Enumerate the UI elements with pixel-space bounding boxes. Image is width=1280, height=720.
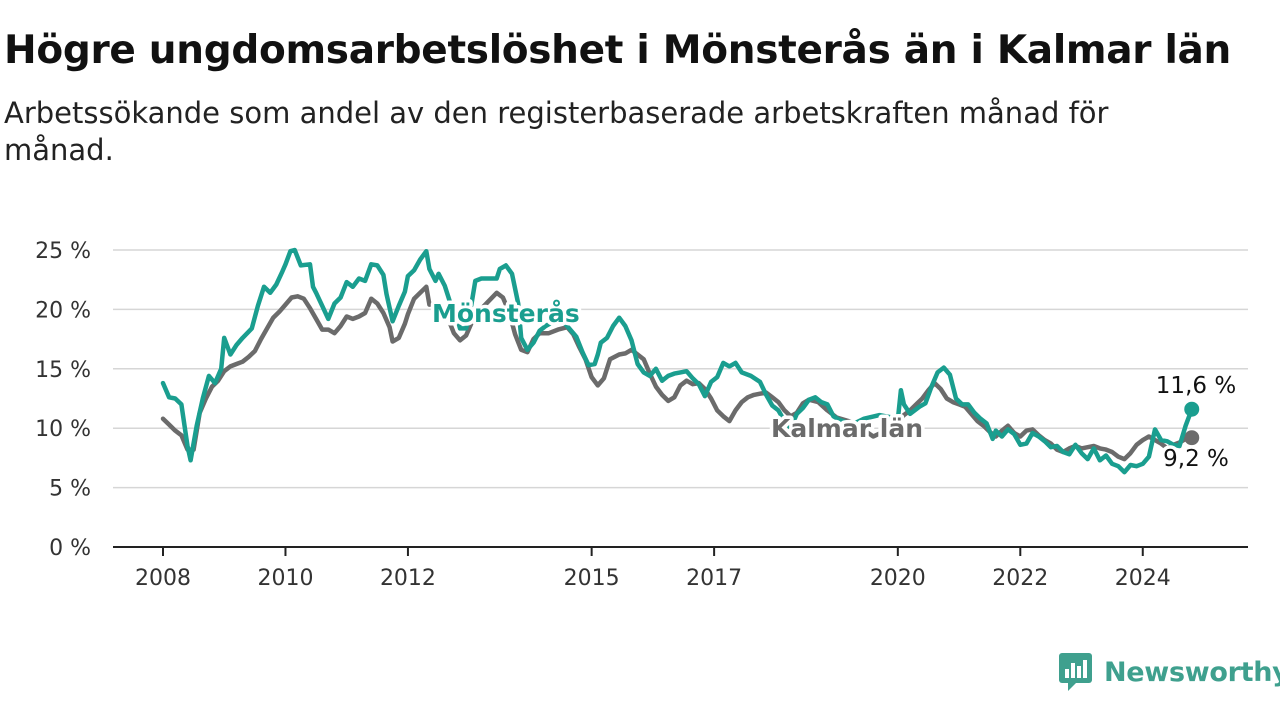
end-point-kalmar: [1184, 430, 1200, 446]
chart-subtitle: Arbetssökande som andel av den registerb…: [4, 96, 1109, 167]
end-label-monsteras-halo: 11,6 %: [1156, 373, 1236, 399]
y-tick-label: 10 %: [35, 417, 91, 442]
series-lines: [160, 247, 1200, 475]
x-tick-label: 2010: [257, 566, 313, 591]
x-axis-ticks: 2008 2010 2012 2015 2017 2020 2022 2024: [135, 547, 1171, 591]
newsworthy-icon: [1059, 653, 1092, 691]
y-tick-label: 0 %: [49, 536, 91, 561]
series-line-kalmar: [160, 284, 1195, 462]
x-tick-label: 2017: [686, 566, 742, 591]
end-label-kalmar-halo: 9,2 %: [1163, 446, 1229, 472]
end-point-monsteras: [1184, 401, 1200, 417]
x-tick-label: 2020: [870, 566, 926, 591]
newsworthy-logo: Newsworthy: [1058, 652, 1280, 692]
y-tick-label: 20 %: [35, 298, 91, 323]
end-label-monsteras: 11,6 %: [1156, 373, 1236, 399]
series-line-monsteras: [160, 247, 1195, 475]
chart-title: Högre ungdomsarbetslöshet i Mönsterås än…: [4, 28, 1231, 73]
y-tick-label: 25 %: [35, 239, 91, 264]
series-label-monsteras: Mönsterås: [432, 299, 580, 328]
y-tick-label: 5 %: [49, 477, 91, 502]
y-tick-label: 15 %: [35, 358, 91, 383]
x-tick-label: 2012: [380, 566, 436, 591]
series-label-kalmar: Kalmar län: [771, 414, 923, 443]
x-tick-label: 2008: [135, 566, 191, 591]
series-label-kalmar-halo: Kalmar län: [771, 414, 923, 443]
x-tick-label: 2024: [1115, 566, 1171, 591]
end-label-kalmar: 9,2 %: [1163, 446, 1229, 472]
grid-lines: [113, 249, 1248, 548]
line-chart: 0 %5 %10 %15 %20 %25 % 2008 2010 2012 2015 2…: [35, 239, 1248, 591]
brand-name: Newsworthy: [1104, 656, 1280, 688]
y-axis-ticks: 0 % 5 % 10 % 15 % 20 % 25 %: [35, 239, 91, 561]
series-label-monsteras-halo: Mönsterås: [432, 299, 580, 328]
x-tick-label: 2015: [564, 566, 620, 591]
x-tick-label: 2022: [992, 566, 1048, 591]
